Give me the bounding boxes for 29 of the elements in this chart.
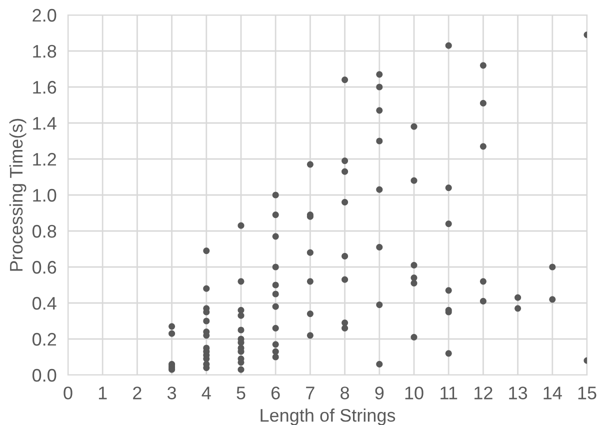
x-tick-label: 13 [509,386,528,400]
y-tick-label: 1.2 [33,152,56,166]
y-axis-title: Processing Time(s) [9,118,26,271]
x-tick-label: 9 [375,386,384,400]
x-tick-label: 6 [271,386,280,400]
y-tick-label: 1.6 [33,80,56,94]
y-tick-label: 1.4 [33,117,56,130]
y-tick-label: 1.0 [33,188,56,202]
x-tick-label: 8 [340,386,350,400]
y-tick-label: 0.6 [32,260,56,274]
y-tick-label: 0.4 [32,296,56,310]
x-tick-label: 7 [306,386,314,400]
x-tick-label: 10 [405,386,424,400]
x-tick-label: 3 [167,386,176,400]
x-tick-label: 14 [544,386,562,400]
x-tick-label: 12 [474,386,492,400]
x-tick-label: 15 [578,386,596,400]
x-tick-label: 1 [98,386,107,400]
x-tick-label: 5 [236,386,246,400]
x-tick-label: 4 [202,386,211,400]
x-tick-label: 11 [440,386,458,400]
y-tick-label: 0.2 [32,332,56,346]
x-axis-title: Length of Strings [260,408,396,425]
y-tick-label: 2.0 [32,8,56,22]
y-tick-label: 0.0 [32,368,56,382]
x-tick-label: 0 [64,386,72,400]
y-tick-label: 0.8 [32,224,56,238]
y-tick-label: 1.8 [33,44,56,58]
x-tick-label: 2 [133,386,142,400]
